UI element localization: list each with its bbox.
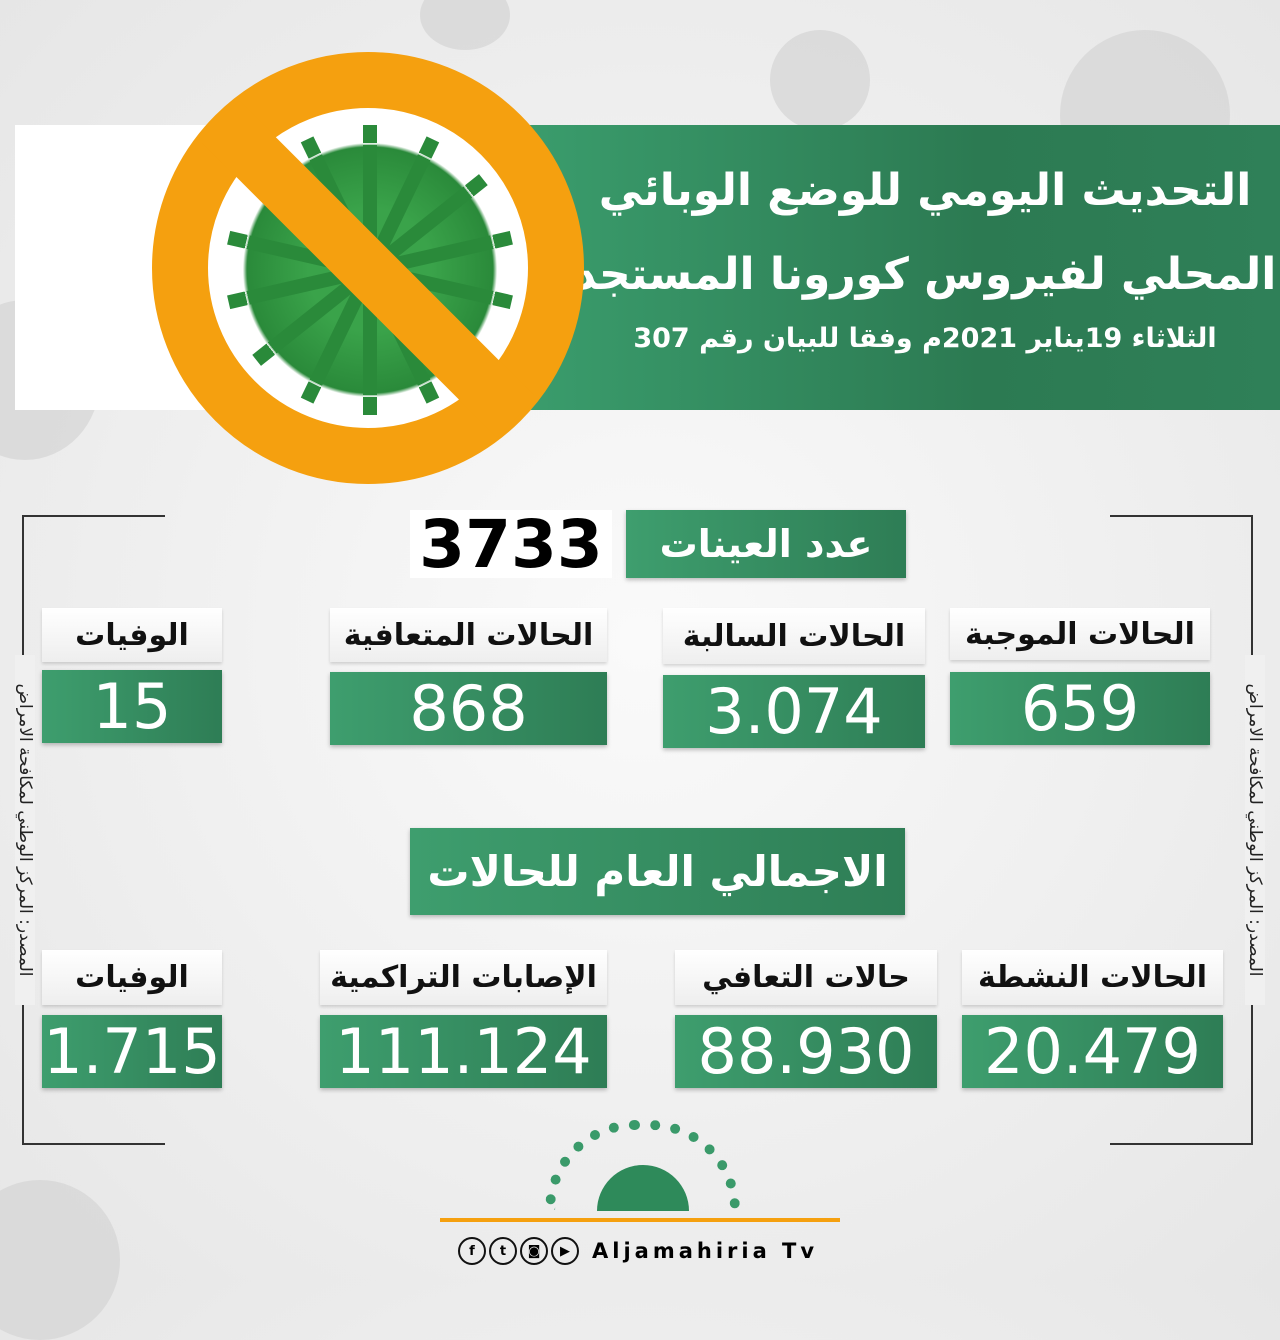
source-left: المصدر: المركز الوطني لمكافحة الامراض (15, 655, 35, 1005)
recovered-value: 868 (330, 672, 607, 745)
negative-label: الحالات السالبة (663, 608, 925, 664)
samples-label: عدد العينات (626, 510, 906, 578)
source-right: المصدر: المركز الوطني لمكافحة الامراض (1245, 655, 1265, 1005)
title-line-1: التحديث اليومي للوضع الوبائي (598, 165, 1252, 216)
title-line-2: المحلي لفيروس كورونا المستجد (573, 249, 1277, 300)
virus-bg-icon (420, 0, 510, 50)
positive-value: 659 (950, 672, 1210, 745)
samples-value: 3733 (410, 506, 612, 583)
deaths-label: الوفيات (42, 608, 222, 662)
youtube-icon[interactable]: ▶ (551, 1237, 579, 1265)
total-deaths-value: 1.715 (42, 1015, 222, 1088)
recoveries-value: 88.930 (675, 1015, 937, 1088)
facebook-icon[interactable]: f (458, 1237, 486, 1265)
virus-bg-icon (0, 1180, 120, 1340)
twitter-icon[interactable]: t (489, 1237, 517, 1265)
recoveries-label: حالات التعافي (675, 950, 937, 1005)
footer-divider (440, 1218, 840, 1222)
total-deaths-label: الوفيات (42, 950, 222, 1005)
virus-bg-icon (770, 30, 870, 130)
brand-name: Aljamahiria Tv (592, 1239, 819, 1263)
totals-title: الاجمالي العام للحالات (410, 828, 905, 915)
negative-value: 3.074 (663, 675, 925, 748)
deaths-value: 15 (42, 670, 222, 743)
instagram-icon[interactable]: ◙ (520, 1237, 548, 1265)
header-banner: التحديث اليومي للوضع الوبائي المحلي لفير… (530, 125, 1280, 410)
positive-label: الحالات الموجبة (950, 608, 1210, 660)
cumulative-value: 111.124 (320, 1015, 607, 1088)
recovered-label: الحالات المتعافية (330, 608, 607, 662)
cumulative-label: الإصابات التراكمية (320, 950, 607, 1005)
active-label: الحالات النشطة (962, 950, 1223, 1005)
active-value: 20.479 (962, 1015, 1223, 1088)
subtitle-date: الثلاثاء 19يناير 2021م وفقا للبيان رقم 3… (633, 323, 1217, 354)
